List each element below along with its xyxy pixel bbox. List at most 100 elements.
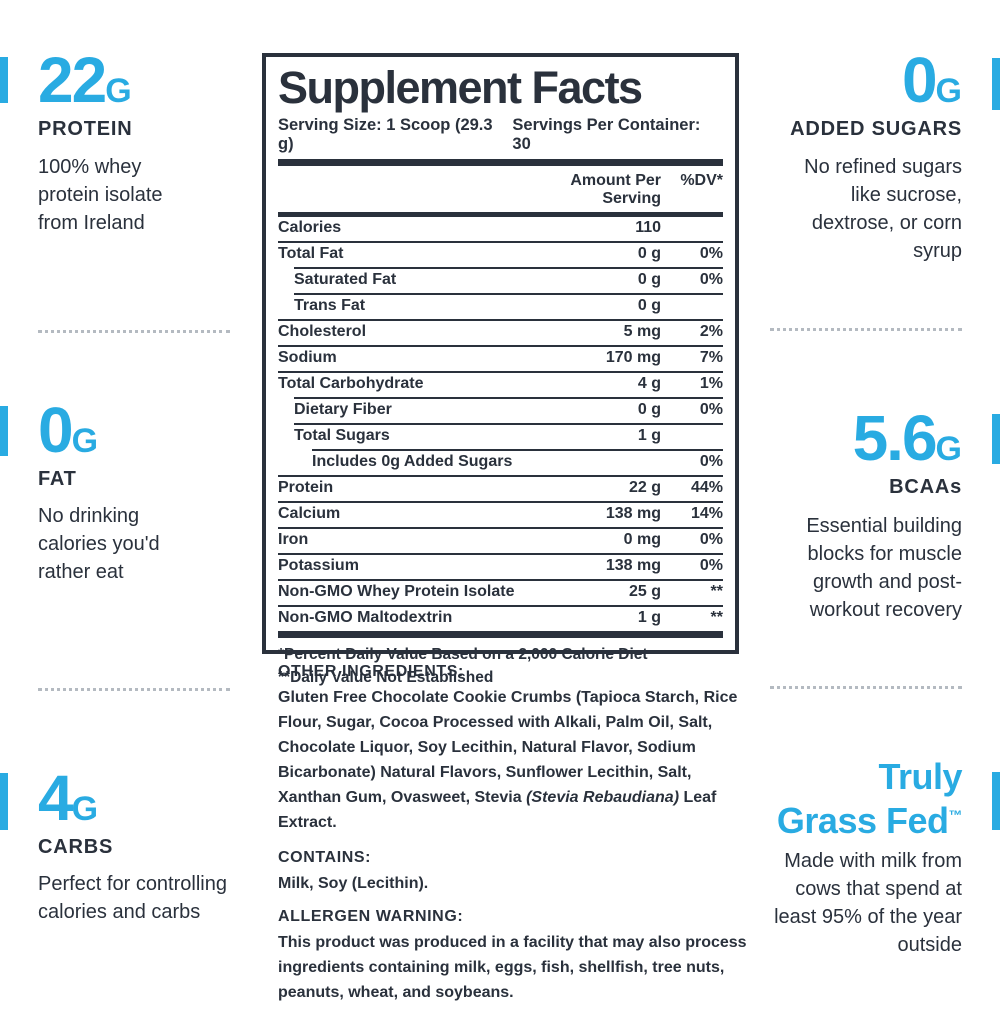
carbs-grams-value: 4: [38, 762, 74, 834]
row-dv: 14%: [690, 505, 723, 522]
truly-grass-fed-title: Truly Grass Fed™: [736, 756, 963, 840]
divider-thick: [278, 631, 723, 638]
row-amount: 1 g: [637, 427, 661, 444]
table-row-trans-fat: Trans Fat 0 g: [278, 293, 723, 319]
row-amount: 22 g: [628, 479, 661, 496]
contains-text: Milk, Soy (Lecithin).: [278, 875, 429, 892]
row-dv: 7%: [699, 349, 723, 366]
row-name: Dietary Fiber: [294, 401, 392, 418]
row-dv: **: [710, 583, 723, 600]
other-ingredients-post: Leaf Extract.: [278, 789, 717, 831]
table-row-whey-protein-isolate: Non-GMO Whey Protein Isolate 25 g **: [278, 579, 723, 605]
row-amount: 5 mg: [623, 323, 661, 340]
serving-info: Serving Size: 1 Scoop (29.3 g) Servings …: [278, 116, 723, 154]
other-ingredients-latin-name: (Stevia Rebaudiana): [526, 789, 680, 806]
row-amount: 138 mg: [605, 557, 661, 574]
added-sugars-stat: 0G: [902, 48, 962, 123]
row-name: Trans Fat: [294, 297, 366, 314]
row-amount: 0 mg: [623, 531, 661, 548]
protein-grams-value: 22: [38, 44, 107, 116]
protein-description: 100% whey protein isolate from Ireland: [38, 156, 163, 234]
row-amount: 25 g: [628, 583, 661, 600]
row-dv: 0%: [699, 401, 723, 418]
fat-grams-unit: G: [71, 422, 99, 460]
accent-bar-fat: [0, 406, 8, 456]
panel-title: Supplement Facts: [278, 62, 643, 113]
column-header-amount: Amount Per Serving: [570, 172, 661, 207]
allergen-warning-label: ALLERGEN WARNING:: [278, 908, 464, 925]
table-row-added-sugars: Includes 0g Added Sugars 0%: [278, 449, 723, 475]
row-dv: 2%: [699, 323, 723, 340]
row-amount: 4 g: [637, 375, 661, 392]
row-name: Potassium: [278, 557, 359, 574]
row-name: Protein: [278, 479, 334, 496]
carbs-grams-unit: G: [71, 790, 99, 828]
footnotes: *Percent Daily Value Based on a 2,000 Ca…: [278, 638, 723, 689]
protein-label: PROTEIN: [38, 118, 133, 140]
accent-bar-added-sugars: [992, 58, 1000, 110]
left-callout-column: 22G PROTEIN 100% whey protein isolate fr…: [38, 0, 234, 1000]
fat-label: FAT: [38, 468, 77, 490]
contains-label: CONTAINS:: [278, 849, 372, 866]
row-name: Calories: [278, 219, 342, 236]
table-row-total-carbohydrate: Total Carbohydrate 4 g 1%: [278, 371, 723, 397]
column-header-dv: %DV*: [680, 172, 723, 189]
table-row-saturated-fat: Saturated Fat 0 g 0%: [278, 267, 723, 293]
added-sugars-description: No refined sugars like sucrose, dextrose…: [804, 156, 962, 262]
info-section: OTHER INGREDIENTS: Gluten Free Chocolate…: [278, 663, 748, 1019]
bcaas-unit: G: [935, 430, 962, 468]
row-dv: 0%: [699, 557, 723, 574]
serving-size: Serving Size: 1 Scoop (29.3 g): [278, 116, 493, 153]
row-name: Includes 0g Added Sugars: [312, 453, 513, 470]
row-name: Non-GMO Whey Protein Isolate: [278, 583, 515, 600]
row-name: Total Sugars: [294, 427, 390, 444]
added-sugars-unit: G: [935, 72, 962, 110]
bcaas-description: Essential building blocks for muscle gro…: [806, 515, 962, 621]
bcaas-value: 5.6: [852, 402, 938, 474]
footnote-not-established: **Daily Value Not Established: [278, 669, 494, 686]
fat-grams-stat: 0G: [38, 398, 98, 473]
row-dv: 1%: [699, 375, 723, 392]
row-name: Non-GMO Maltodextrin: [278, 609, 453, 626]
table-row-cholesterol: Cholesterol 5 mg 2%: [278, 319, 723, 345]
truly-grass-fed-description: Made with milk from cows that spend at l…: [774, 850, 962, 956]
accent-bar-grass-fed: [992, 772, 1000, 830]
row-name: Total Fat: [278, 245, 344, 262]
carbs-label: CARBS: [38, 836, 114, 858]
row-amount: 0 g: [637, 271, 661, 288]
table-row-dietary-fiber: Dietary Fiber 0 g 0%: [278, 397, 723, 423]
table-row-total-fat: Total Fat 0 g 0%: [278, 241, 723, 267]
row-name: Cholesterol: [278, 323, 367, 340]
row-amount: 1 g: [637, 609, 661, 626]
row-dv: 0%: [699, 453, 723, 470]
row-amount: 0 g: [637, 297, 661, 314]
row-amount: 0 g: [637, 401, 661, 418]
fat-description: No drinking calories you'd rather eat: [38, 505, 160, 583]
table-row-protein: Protein 22 g 44%: [278, 475, 723, 501]
row-dv: 0%: [699, 531, 723, 548]
other-ingredients-text: Gluten Free Chocolate Cookie Crumbs (Tap…: [278, 685, 748, 835]
row-name: Total Carbohydrate: [278, 375, 424, 392]
dotted-divider: [38, 688, 230, 691]
table-row-maltodextrin: Non-GMO Maltodextrin 1 g **: [278, 605, 723, 631]
other-ingredients-pre: Gluten Free Chocolate Cookie Crumbs (Tap…: [278, 689, 738, 806]
row-name: Calcium: [278, 505, 341, 522]
divider-medium: [278, 212, 723, 215]
footnote-daily-value: *Percent Daily Value Based on a 2,000 Ca…: [278, 646, 648, 663]
accent-bar-carbs: [0, 773, 8, 830]
truly-grass-fed-line1: Truly: [878, 756, 962, 797]
table-row-sodium: Sodium 170 mg 7%: [278, 345, 723, 371]
protein-grams-stat: 22G: [38, 48, 132, 123]
table-header: Amount Per Serving %DV*: [278, 166, 723, 212]
divider-thick: [278, 159, 723, 166]
row-amount: 170 mg: [605, 349, 661, 366]
table-row-potassium: Potassium 138 mg 0%: [278, 553, 723, 579]
table-row-calcium: Calcium 138 mg 14%: [278, 501, 723, 527]
trademark-symbol: ™: [948, 807, 963, 823]
row-dv: 44%: [690, 479, 723, 496]
fat-grams-value: 0: [38, 394, 74, 466]
row-name: Saturated Fat: [294, 271, 397, 288]
row-amount: 110: [635, 219, 661, 236]
added-sugars-label: ADDED SUGARS: [790, 118, 962, 140]
row-dv: 0%: [699, 271, 723, 288]
